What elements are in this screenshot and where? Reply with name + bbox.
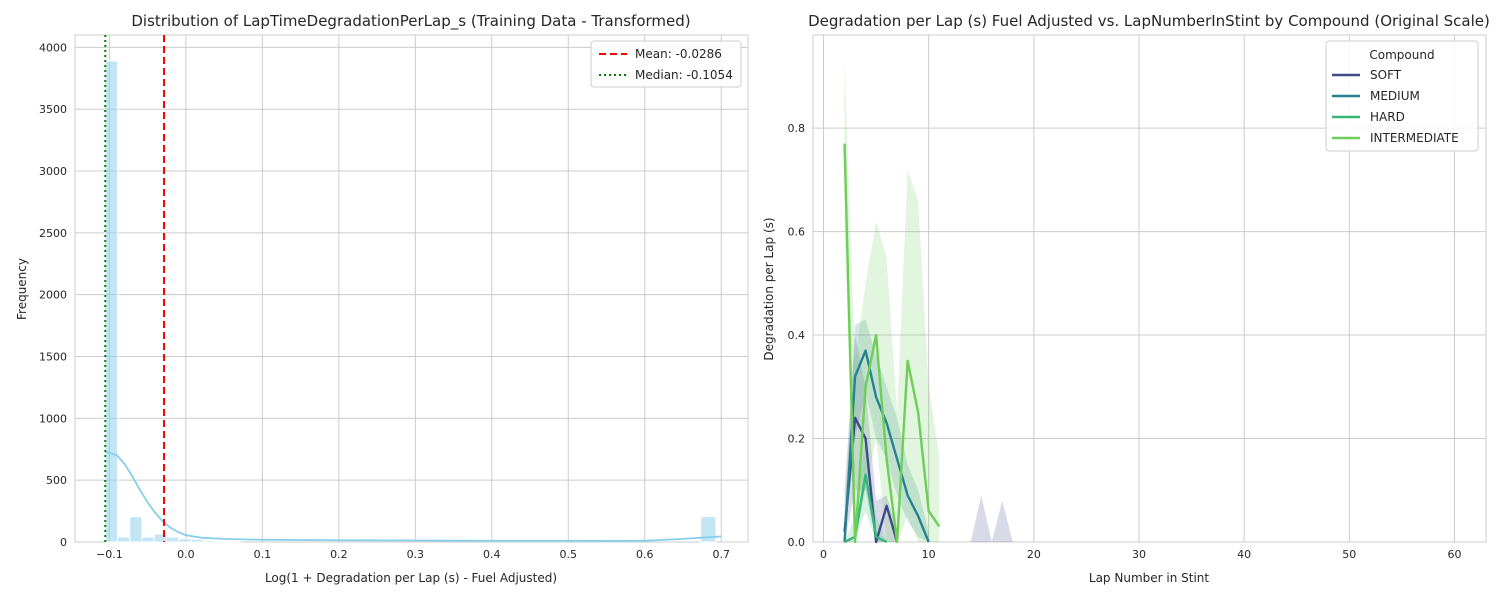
histogram-reference-lines (104, 35, 166, 542)
histogram-y-label: Frequency (15, 258, 29, 320)
histogram-bar (141, 536, 155, 543)
histogram-bar (117, 536, 131, 543)
line-legend-label: MEDIUM (1370, 89, 1420, 103)
histogram-x-tick-label: −0.1 (96, 548, 123, 561)
histogram-y-tick-label: 500 (46, 474, 67, 487)
line-series-path (843, 349, 930, 543)
histogram-legend-label: Mean: -0.0286 (635, 47, 722, 61)
line-x-tick-label: 30 (1132, 548, 1146, 561)
histogram-y-tick-label: 2000 (39, 289, 67, 302)
histogram-y-tick-label: 4000 (39, 41, 67, 54)
histogram-legend: Mean: -0.0286 Median: -0.1054 (590, 40, 742, 88)
histogram-bar (227, 540, 241, 543)
histogram-x-tick-label: 0.4 (483, 548, 501, 561)
line-x-tick-label: 0 (820, 548, 827, 561)
histogram-bar (214, 540, 229, 543)
line-x-tick-label: 50 (1342, 548, 1356, 561)
histogram-panel: −0.1 0.0 0.1 0.2 0.3 0.4 0.5 0.6 0.7 0 500 1000 150… (15, 12, 749, 585)
histogram-bar (104, 60, 119, 543)
histogram-bar (190, 538, 204, 543)
line-ci-band (844, 319, 929, 542)
line-ci-band (991, 500, 1013, 542)
histogram-y-ticks: 0 500 1000 1500 2000 2500 3000 3500 4000 (39, 41, 67, 549)
histogram-bar (178, 538, 192, 543)
histogram-grid (75, 35, 748, 543)
histogram-title: Distribution of LapTimeDegradationPerLap… (131, 12, 690, 31)
line-series-path (844, 473, 888, 544)
histogram-legend-label: Median: -0.1054 (635, 68, 733, 82)
line-x-tick-label: 60 (1447, 548, 1461, 561)
histogram-x-tick-label: 0.2 (330, 548, 348, 561)
histogram-y-tick-label: 1500 (39, 351, 67, 364)
histogram-y-tick-label: 3500 (39, 103, 67, 116)
line-legend-label: HARD (1370, 110, 1405, 124)
line-y-tick-label: 0.2 (788, 433, 806, 446)
histogram-y-tick-label: 1000 (39, 412, 67, 425)
line-series-path (843, 143, 941, 544)
line-legend-label: INTERMEDIATE (1370, 131, 1459, 145)
line-legend-title: Compound (1369, 48, 1434, 62)
histogram-plot-area (74, 34, 749, 543)
histogram-bar (165, 536, 180, 543)
line-y-ticks: 0.0 0.2 0.4 0.6 0.8 (788, 122, 806, 549)
line-panel: 0 10 20 30 40 50 60 0.0 0.2 0.4 0.6 0.8 Degradatio… (762, 12, 1490, 585)
line-title: Degradation per Lap (s) Fuel Adjusted vs… (808, 12, 1490, 30)
line-x-label: Lap Number in Stint (1089, 571, 1210, 585)
line-x-tick-label: 10 (922, 548, 936, 561)
histogram-y-tick-label: 2500 (39, 227, 67, 240)
histogram-y-tick-label: 3000 (39, 165, 67, 178)
line-ci-band (844, 60, 940, 543)
line-y-tick-label: 0.0 (788, 536, 806, 549)
histogram-x-tick-label: 0.5 (560, 548, 578, 561)
line-y-tick-label: 0.4 (788, 329, 806, 342)
histogram-legend-box (590, 40, 742, 88)
line-x-tick-label: 40 (1237, 548, 1251, 561)
histogram-x-tick-label: 0.3 (407, 548, 425, 561)
histogram-x-tick-label: 0.6 (636, 548, 654, 561)
histogram-x-tick-label: 0.1 (254, 548, 272, 561)
line-legend-label: SOFT (1370, 68, 1402, 82)
histogram-x-tick-label: 0.7 (712, 548, 730, 561)
line-legend-box (1325, 40, 1479, 152)
histogram-bar (202, 540, 216, 543)
histogram-bars (104, 60, 717, 543)
line-y-tick-label: 0.6 (788, 226, 806, 239)
line-x-ticks: 0 10 20 30 40 50 60 (820, 548, 1461, 561)
line-legend: Compound SOFT MEDIUM HARD INTERMEDIATE (1325, 40, 1479, 152)
histogram-y-tick-label: 0 (60, 536, 67, 549)
line-ci-band (970, 495, 992, 542)
histogram-x-tick-label: 0.0 (177, 548, 195, 561)
line-y-tick-label: 0.8 (788, 122, 806, 135)
line-x-tick-label: 20 (1027, 548, 1041, 561)
histogram-kde (105, 450, 722, 542)
histogram-bar (700, 516, 717, 543)
histogram-kde-line (105, 450, 722, 542)
line-series (843, 143, 941, 544)
histogram-x-ticks: −0.1 0.0 0.1 0.2 0.3 0.4 0.5 0.6 0.7 (96, 548, 730, 561)
histogram-x-label: Log(1 + Degradation per Lap (s) - Fuel A… (265, 571, 557, 585)
line-y-label: Degradation per Lap (s) (762, 217, 776, 360)
histogram-bar (129, 516, 143, 543)
